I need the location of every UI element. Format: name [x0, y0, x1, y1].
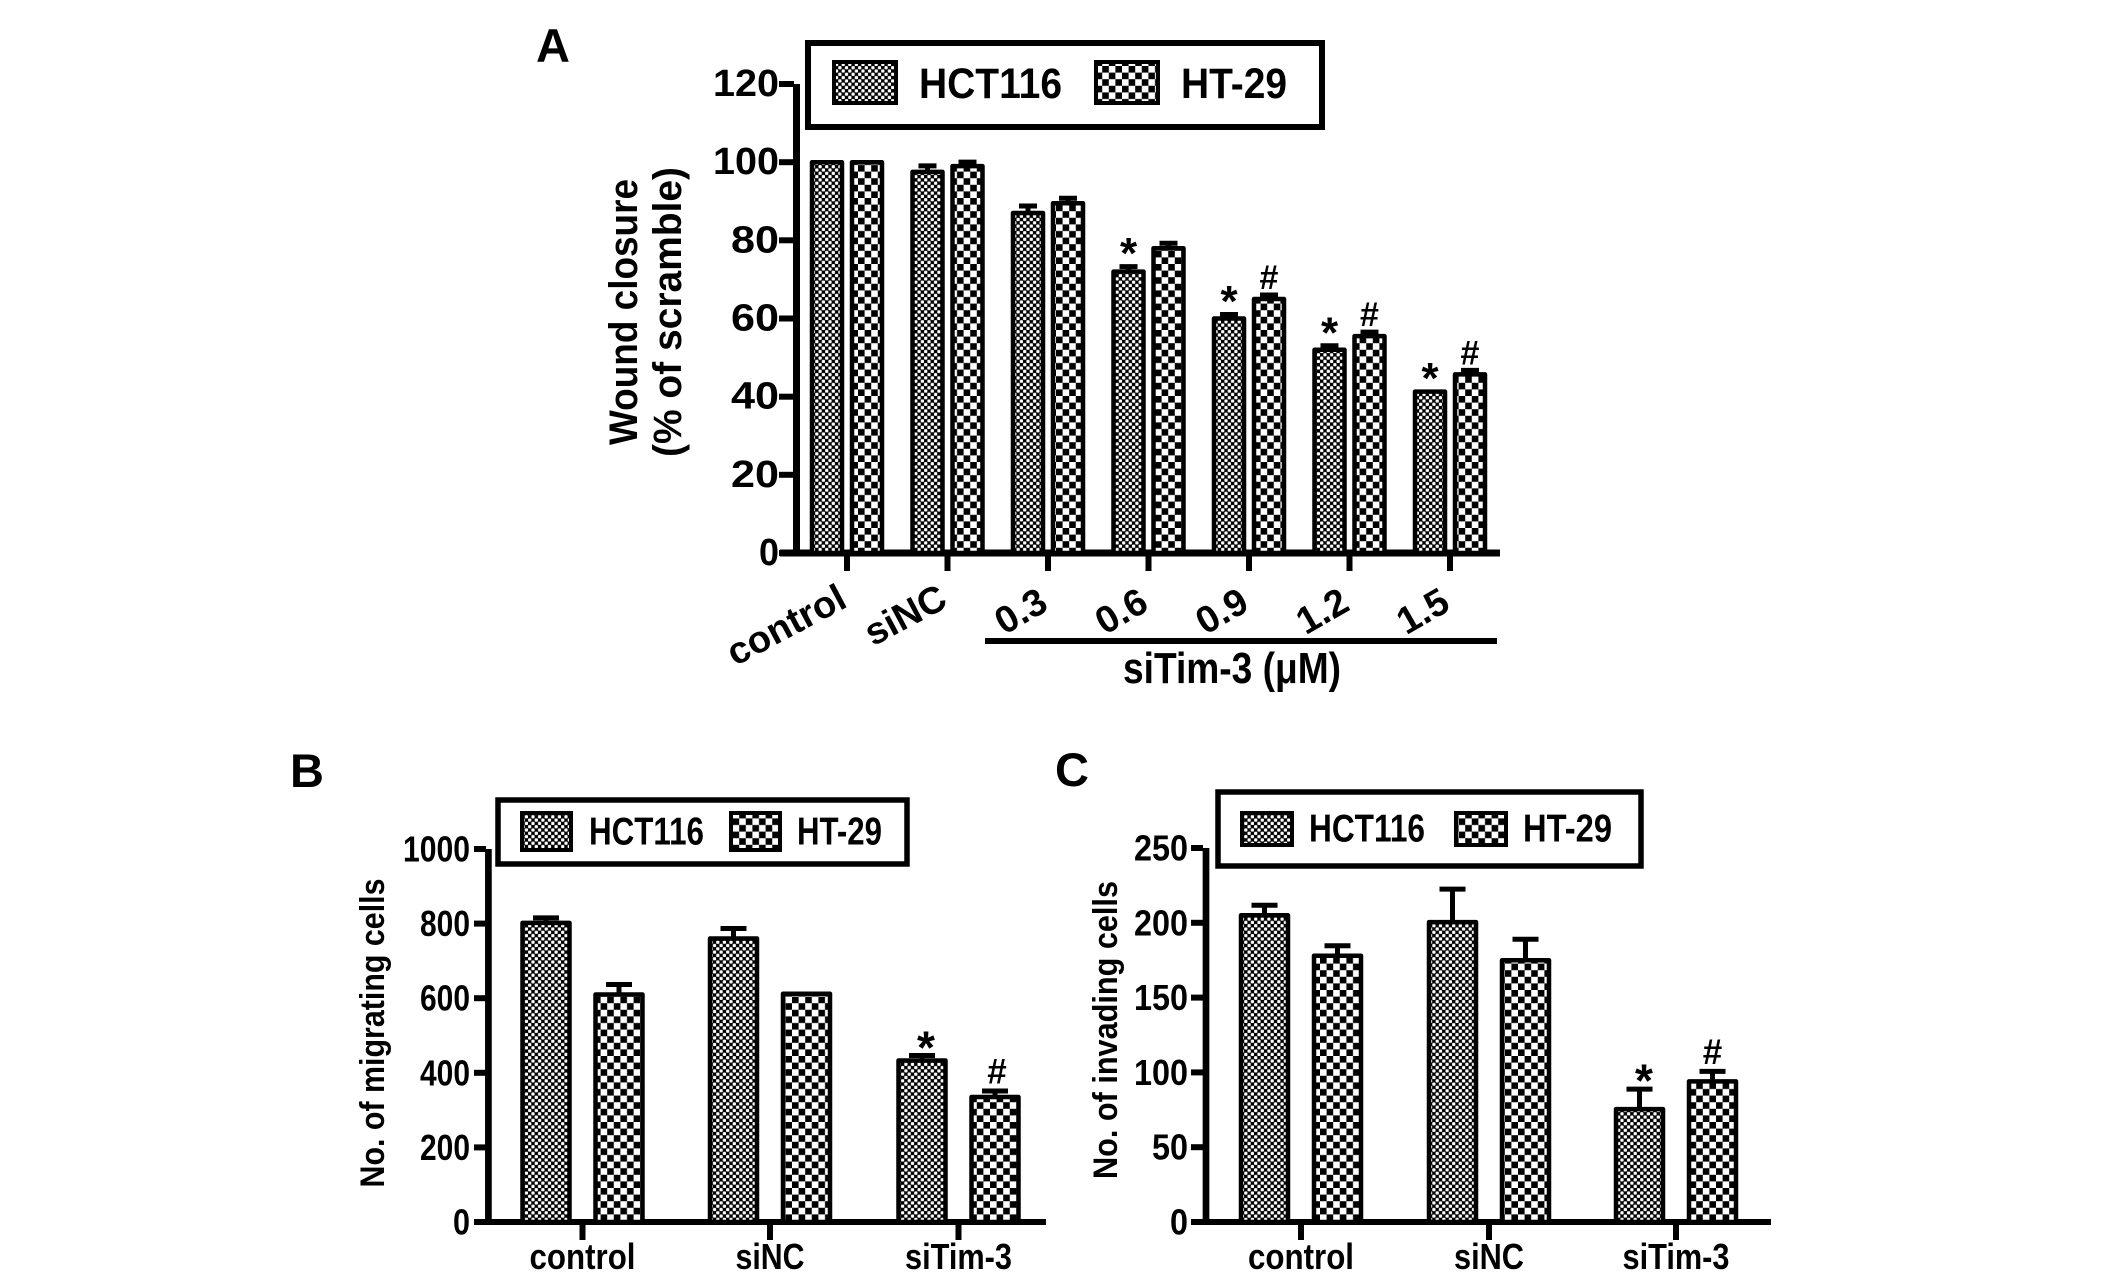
svg-text:200: 200: [420, 1127, 470, 1168]
svg-text:1000: 1000: [403, 829, 470, 870]
svg-text:600: 600: [420, 978, 470, 1019]
svg-text:(% of scramble): (% of scramble): [646, 167, 690, 457]
svg-text:control: control: [720, 577, 853, 675]
svg-text:C: C: [1055, 743, 1089, 796]
svg-text:250: 250: [1134, 828, 1188, 869]
svg-text:#: #: [1260, 259, 1279, 297]
svg-text:control: control: [530, 1236, 636, 1277]
svg-text:400: 400: [420, 1052, 470, 1093]
svg-text:150: 150: [1134, 977, 1188, 1018]
svg-text:siNC: siNC: [1454, 1236, 1524, 1277]
svg-text:*: *: [917, 1022, 935, 1074]
svg-text:HCT116: HCT116: [589, 811, 704, 854]
svg-text:100: 100: [713, 141, 779, 183]
svg-text:1.5: 1.5: [1390, 580, 1457, 643]
svg-text:20: 20: [731, 454, 779, 496]
svg-text:*: *: [1321, 308, 1339, 357]
svg-text:HT-29: HT-29: [1181, 60, 1287, 108]
svg-text:control: control: [1248, 1236, 1354, 1277]
svg-text:0.3: 0.3: [988, 580, 1055, 643]
svg-text:800: 800: [420, 903, 470, 944]
svg-text:0.6: 0.6: [1088, 580, 1155, 643]
svg-text:siNC: siNC: [858, 577, 954, 655]
svg-text:siTim-3: siTim-3: [1623, 1236, 1730, 1277]
svg-text:siNC: siNC: [736, 1236, 805, 1277]
svg-text:HCT116: HCT116: [919, 60, 1062, 108]
svg-text:#: #: [1461, 334, 1480, 372]
svg-text:#: #: [987, 1053, 1006, 1092]
svg-text:#: #: [1703, 1033, 1722, 1072]
svg-text:#: #: [1360, 296, 1379, 334]
svg-text:HCT116: HCT116: [1309, 808, 1425, 851]
svg-text:0: 0: [453, 1202, 470, 1243]
svg-text:No. of invading cells: No. of invading cells: [1087, 881, 1125, 1179]
svg-text:40: 40: [731, 376, 779, 418]
svg-text:120: 120: [713, 63, 779, 105]
svg-text:siTim-3: siTim-3: [905, 1236, 1012, 1277]
svg-text:200: 200: [1134, 902, 1188, 943]
svg-text:80: 80: [731, 219, 779, 261]
svg-text:100: 100: [1134, 1052, 1188, 1093]
svg-text:siTim-3 (μM): siTim-3 (μM): [1123, 644, 1341, 693]
svg-text:B: B: [290, 744, 324, 797]
svg-text:HT-29: HT-29: [797, 811, 882, 854]
svg-text:A: A: [536, 19, 570, 72]
svg-text:0: 0: [1170, 1202, 1188, 1243]
svg-text:Wound closure: Wound closure: [602, 179, 646, 445]
svg-text:*: *: [1220, 277, 1238, 326]
svg-text:1.2: 1.2: [1289, 580, 1356, 643]
svg-text:*: *: [1635, 1055, 1653, 1107]
svg-text:0.9: 0.9: [1189, 580, 1256, 643]
svg-text:HT-29: HT-29: [1523, 808, 1612, 851]
svg-text:60: 60: [731, 298, 779, 340]
svg-text:No. of migrating cells: No. of migrating cells: [354, 879, 392, 1188]
svg-text:*: *: [1421, 354, 1439, 403]
svg-text:0: 0: [759, 532, 779, 574]
svg-text:*: *: [1120, 229, 1138, 278]
svg-text:50: 50: [1152, 1127, 1188, 1168]
